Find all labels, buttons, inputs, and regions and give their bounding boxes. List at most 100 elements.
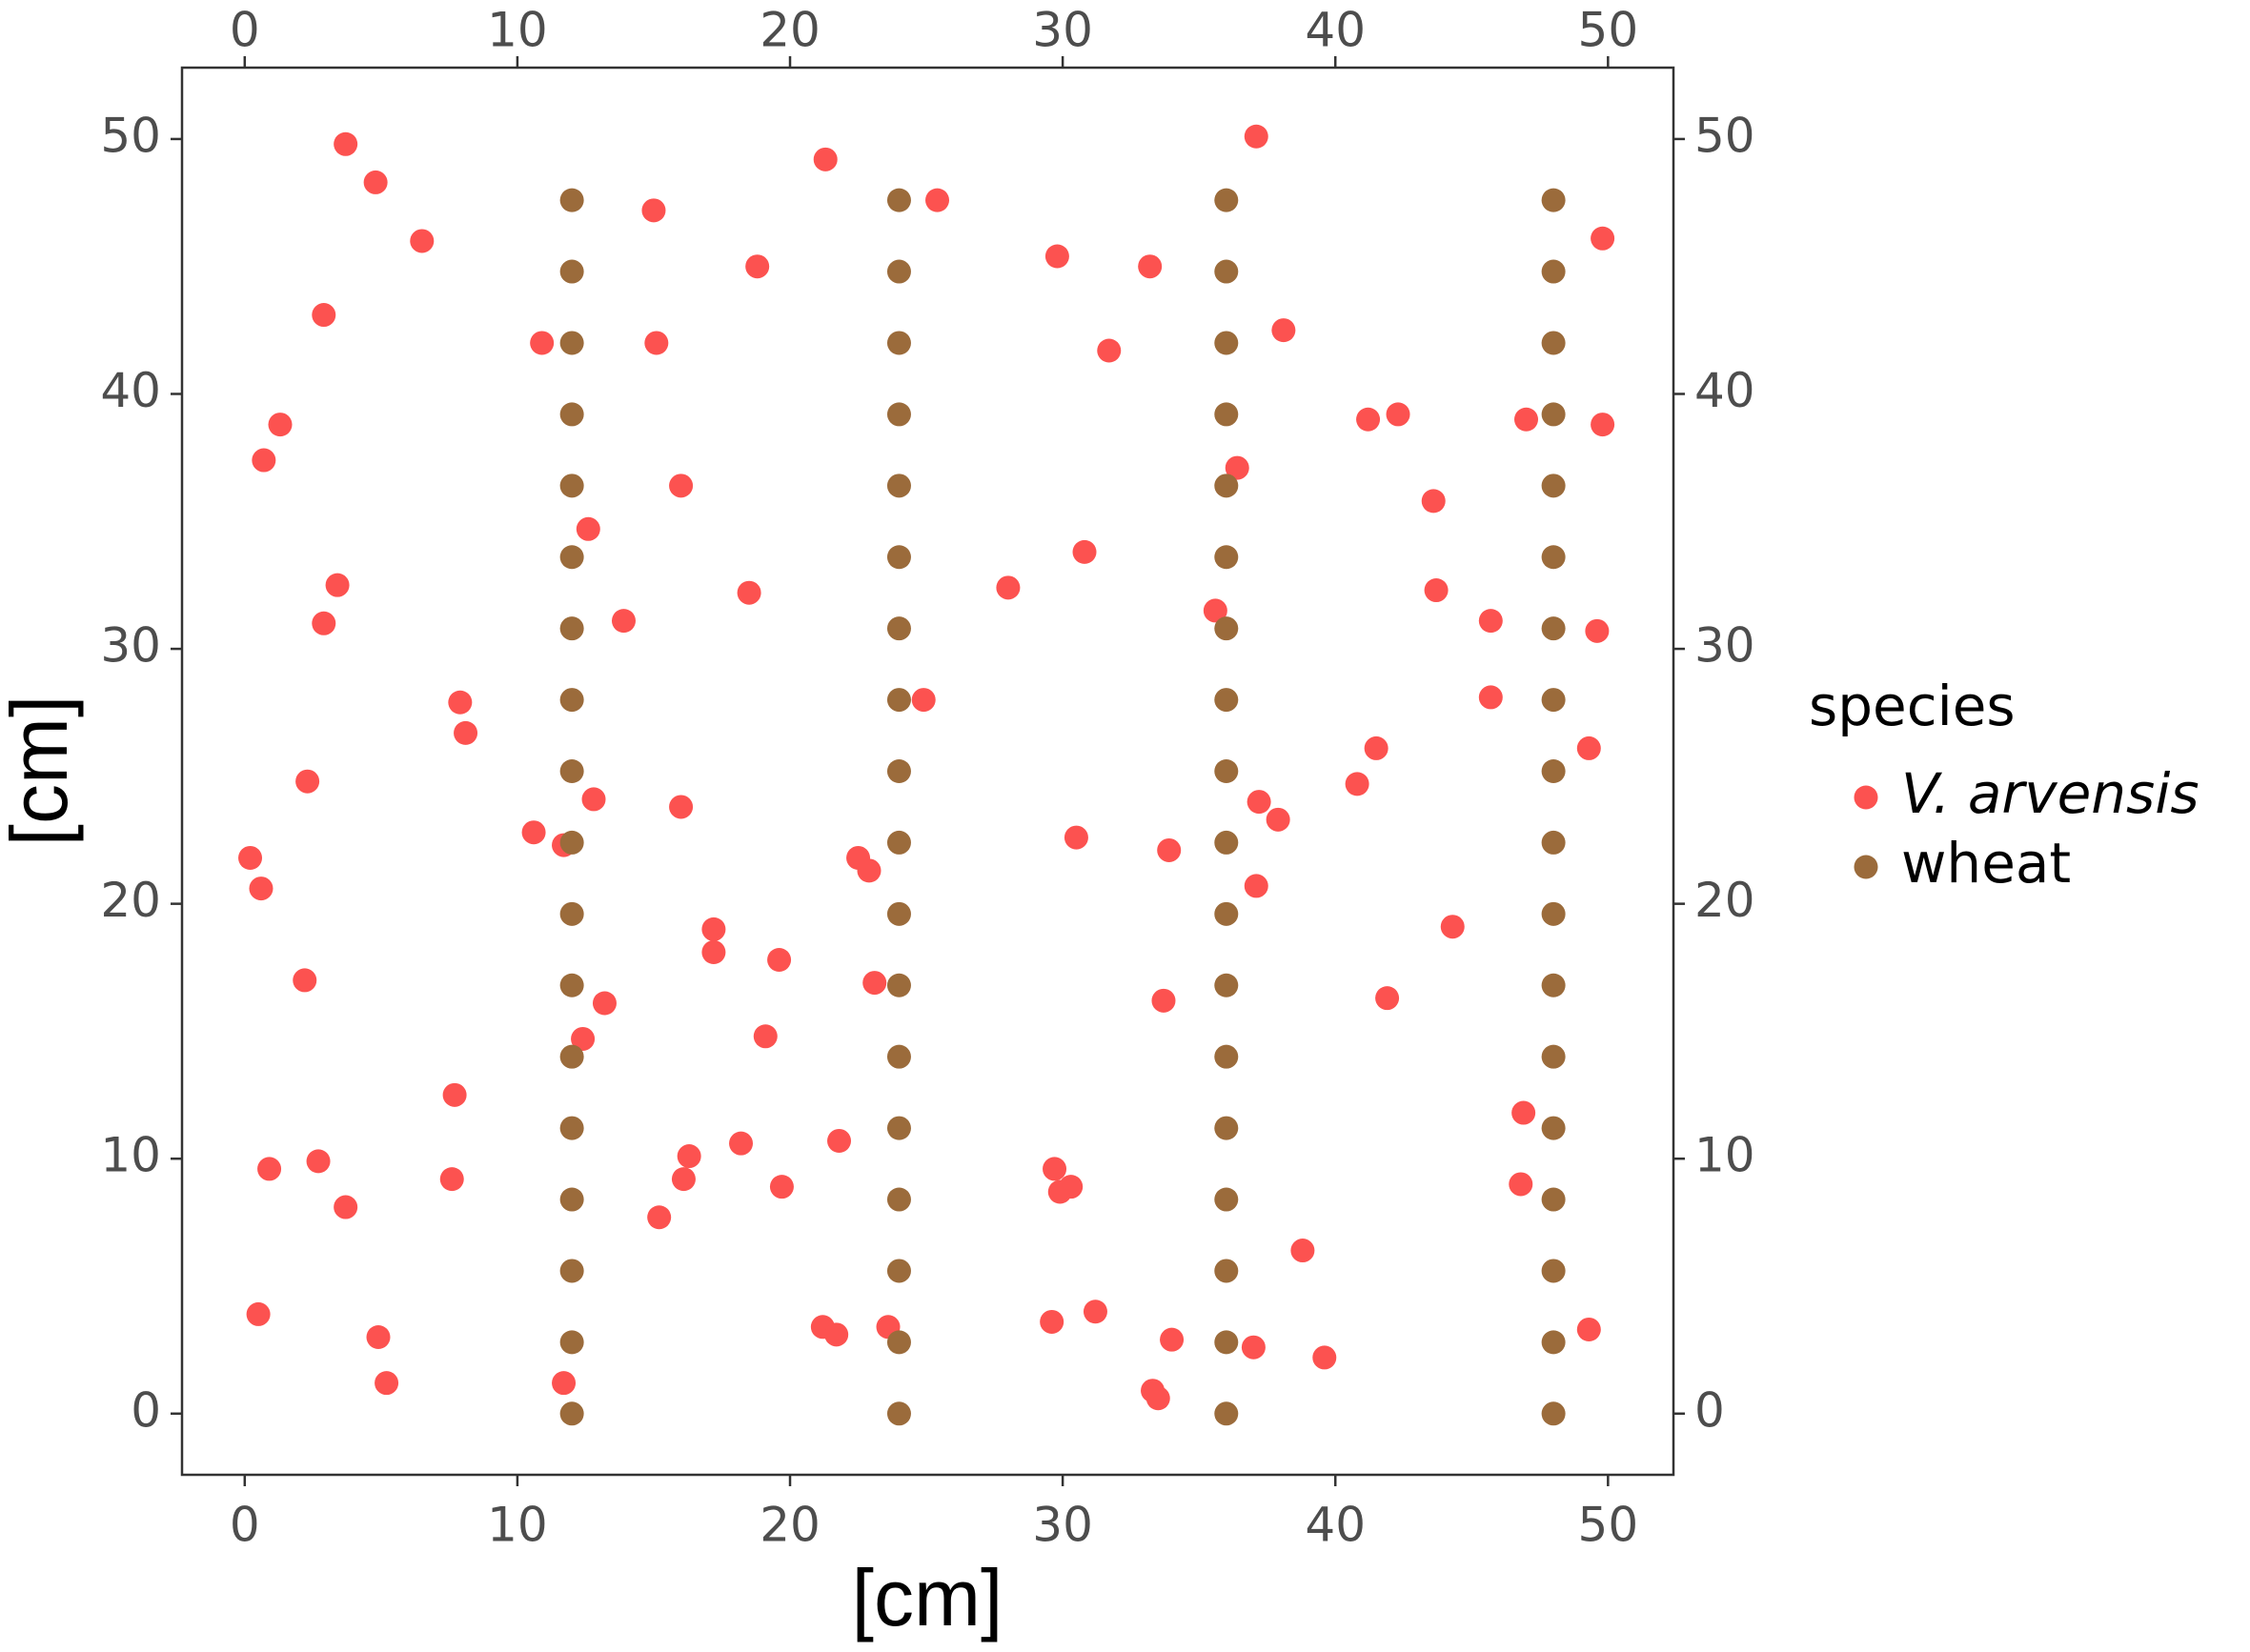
point: [1040, 1309, 1064, 1334]
x-tick-label-top: 30: [1032, 3, 1093, 58]
point: [1214, 402, 1239, 427]
point: [1541, 259, 1566, 284]
point: [886, 545, 911, 570]
x-tick-label: 30: [1032, 1498, 1093, 1553]
point: [571, 1026, 596, 1051]
point: [1541, 188, 1566, 212]
point: [1290, 1239, 1315, 1263]
x-tick-label: 20: [760, 1498, 821, 1553]
point: [246, 1301, 271, 1326]
y-tick-label-right: 30: [1694, 618, 1755, 674]
point: [886, 402, 911, 427]
point: [1541, 1330, 1566, 1355]
point: [576, 516, 600, 541]
point: [1271, 318, 1296, 343]
y-tick-label: 20: [100, 873, 161, 928]
point: [1247, 790, 1271, 815]
point: [1214, 1044, 1239, 1069]
point: [448, 690, 473, 715]
point: [1364, 735, 1389, 760]
point: [824, 1322, 849, 1347]
point: [644, 331, 669, 355]
point: [1214, 1187, 1239, 1212]
point: [911, 688, 936, 713]
point: [530, 331, 555, 355]
point: [1375, 986, 1400, 1011]
y-tick-label: 10: [100, 1128, 161, 1183]
point: [886, 830, 911, 855]
point: [886, 473, 911, 498]
x-tick-label: 40: [1305, 1498, 1366, 1553]
point: [1214, 331, 1239, 355]
point: [1576, 735, 1601, 760]
point: [1591, 413, 1615, 437]
point: [671, 1167, 696, 1192]
point: [1072, 539, 1097, 564]
point: [1356, 407, 1381, 432]
point: [1541, 402, 1566, 427]
point: [552, 1371, 577, 1396]
point: [1214, 759, 1239, 783]
point: [1424, 578, 1449, 603]
y-tick-label-right: 50: [1694, 108, 1755, 163]
point: [1214, 1116, 1239, 1140]
legend-marker: [1854, 855, 1878, 879]
point: [1509, 1172, 1533, 1197]
point: [1214, 973, 1239, 997]
point: [559, 1044, 584, 1069]
point: [559, 830, 584, 855]
point: [559, 473, 584, 498]
point: [1541, 1401, 1566, 1426]
point: [701, 939, 726, 964]
point: [559, 759, 584, 783]
point: [238, 845, 263, 870]
point: [592, 991, 617, 1016]
point: [647, 1205, 672, 1230]
plot-frame: [180, 66, 1675, 1477]
x-tick-label-top: 20: [760, 3, 821, 58]
point: [1214, 830, 1239, 855]
y-axis-label: [cm]: [0, 695, 84, 847]
point: [767, 948, 792, 973]
point: [1214, 1401, 1239, 1426]
legend-label: V. arvensis: [1901, 761, 2199, 826]
point: [1214, 1259, 1239, 1283]
y-tick-label-right: 10: [1694, 1128, 1755, 1183]
point: [886, 616, 911, 641]
point: [1541, 331, 1566, 355]
x-tick-label-top: 10: [487, 3, 548, 58]
point: [641, 198, 666, 223]
point: [559, 545, 584, 570]
point: [1386, 402, 1410, 427]
x-tick-label: 0: [230, 1498, 260, 1553]
point: [1214, 1330, 1239, 1355]
x-tick-label-top: 0: [230, 3, 260, 58]
point: [1478, 685, 1503, 710]
point: [1044, 244, 1069, 269]
point: [669, 473, 694, 498]
point: [306, 1149, 331, 1174]
point: [1214, 616, 1239, 641]
point: [611, 609, 636, 634]
point: [996, 575, 1021, 600]
point: [249, 876, 274, 901]
point: [295, 769, 320, 794]
point: [1160, 1327, 1185, 1352]
point: [753, 1024, 778, 1049]
point: [827, 1128, 852, 1153]
point: [439, 1167, 464, 1192]
point: [410, 229, 435, 253]
point: [886, 259, 911, 284]
y-tick-label: 0: [131, 1382, 161, 1438]
x-axis-label: [cm]: [852, 1553, 1003, 1642]
legend-marker: [1854, 785, 1878, 810]
point: [886, 1044, 911, 1069]
point: [559, 1116, 584, 1140]
point: [325, 573, 350, 597]
point: [886, 188, 911, 212]
point: [252, 448, 276, 473]
y-tick-label: 30: [100, 618, 161, 674]
point: [1541, 830, 1566, 855]
point: [293, 968, 317, 993]
point: [813, 147, 838, 171]
